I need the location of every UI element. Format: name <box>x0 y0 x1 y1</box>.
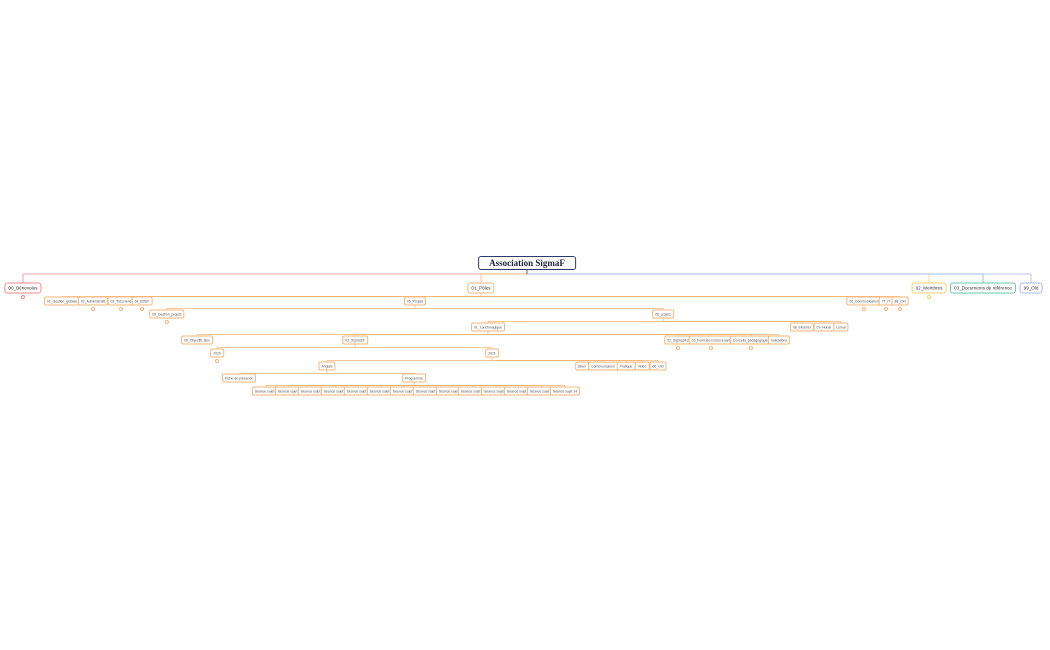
expand-toggle-icon[interactable] <box>676 345 680 350</box>
node-benevoles[interactable]: 00_Bénévoles <box>4 282 42 294</box>
expand-toggle-icon[interactable] <box>165 319 169 324</box>
node-projets[interactable]: 05_Projets <box>403 296 427 306</box>
expand-toggle-icon[interactable] <box>709 345 713 350</box>
expand-toggle-icon[interactable] <box>91 306 95 311</box>
node-objectif[interactable]: 05_ObjectifL.Box <box>181 335 213 345</box>
node-communication[interactable]: 06_Communication <box>846 296 882 306</box>
expand-toggle-icon[interactable] <box>215 358 219 363</box>
node-indications[interactable]: Indications <box>767 335 791 345</box>
node-informer[interactable]: 08_Informer <box>789 322 815 332</box>
node-horair[interactable]: 09_Horair <box>813 322 835 332</box>
node-projets2[interactable]: 08_projets <box>652 309 674 319</box>
node-formation[interactable]: 03_Formation intervenant <box>688 335 734 345</box>
expand-toggle-icon[interactable] <box>21 294 25 299</box>
node-bilan[interactable]: Bilan <box>575 361 589 371</box>
node-sigmasf2[interactable]: 02_SigmaSF2 <box>664 335 692 345</box>
expand-toggle-icon[interactable] <box>927 294 931 299</box>
node-docs[interactable]: 03_Documents de référence <box>950 282 1016 294</box>
node-s14[interactable]: Séance sujet 14 <box>549 386 581 396</box>
node-tresorerie[interactable]: 03_Trésorerie <box>107 296 135 306</box>
node-pratique[interactable]: Pratique <box>616 361 636 371</box>
expand-toggle-icon[interactable] <box>862 306 866 311</box>
node-membres[interactable]: 02_Membres <box>911 282 947 294</box>
expand-toggle-icon[interactable] <box>898 306 902 311</box>
node-communication2[interactable]: Communication <box>588 361 618 371</box>
node-fiche[interactable]: Fiche de présence <box>222 373 256 383</box>
node-y2021[interactable]: 2021 <box>485 348 499 358</box>
expand-toggle-icon[interactable] <box>119 306 123 311</box>
node-anglais[interactable]: Anglais <box>318 361 336 371</box>
node-lumai[interactable]: Lumai <box>833 322 849 332</box>
node-y2020[interactable]: 2020 <box>210 348 224 358</box>
expand-toggle-icon[interactable] <box>749 345 753 350</box>
node-sigmasf[interactable]: 03_SigmaSF <box>342 335 368 345</box>
node-administratif[interactable]: 02_Administratif <box>77 296 109 306</box>
node-programme[interactable]: Programme <box>402 373 426 383</box>
node-gestion-globale[interactable]: 01_Gestion_globale <box>43 296 81 306</box>
root-node[interactable]: Association SigmaF <box>478 256 576 270</box>
expand-toggle-icon[interactable] <box>140 306 144 311</box>
node-lunchmagique[interactable]: 01_Lunchmagique <box>471 322 505 332</box>
expand-toggle-icon[interactable] <box>884 306 888 311</box>
node-bdef[interactable]: 04_BDEF <box>131 296 153 306</box>
node-poles[interactable]: 01_Pôles <box>467 282 495 294</box>
node-old[interactable]: 99_Old <box>1019 282 1043 294</box>
node-video[interactable]: Vidéo <box>634 361 650 371</box>
node-gestion-projets[interactable]: 06_Gestion_projets <box>149 309 185 319</box>
node-conseils[interactable]: Conseils_pédagogiques <box>729 335 773 345</box>
node-old2[interactable]: 06_Old <box>649 361 667 371</box>
node-poles-old[interactable]: 88_Old <box>891 296 909 306</box>
